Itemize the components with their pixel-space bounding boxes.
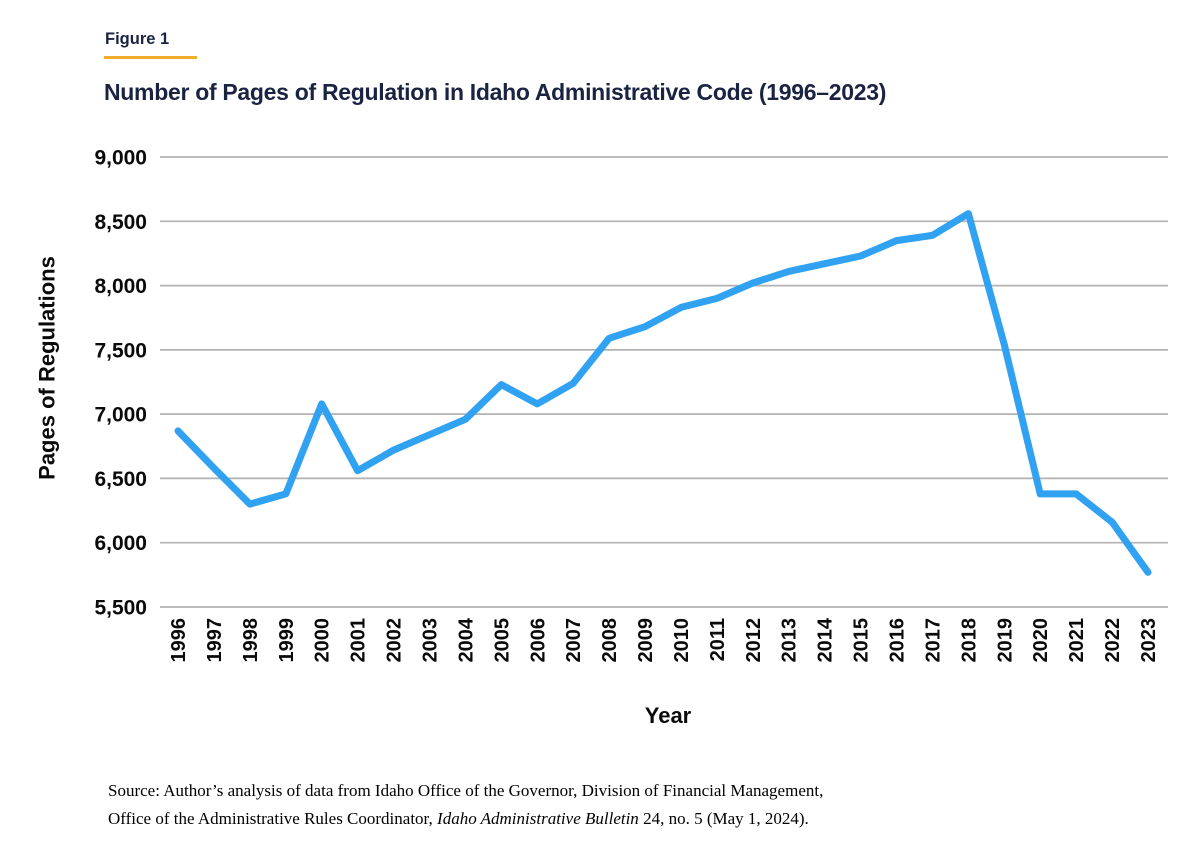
y-tick-label: 8,000 xyxy=(94,275,147,298)
x-tick-label: 2009 xyxy=(635,618,657,663)
figure-label-underline xyxy=(104,56,197,59)
y-tick-label: 5,500 xyxy=(94,597,147,620)
y-tick-label: 7,500 xyxy=(94,339,147,362)
x-tick-label: 2016 xyxy=(887,618,909,663)
line-chart: 5,500 6,000 6,500 7,000 7,500 8,000 8,500 9,000… xyxy=(35,147,1168,728)
x-tick-label: 2002 xyxy=(384,618,406,663)
x-tick-label: 2019 xyxy=(994,618,1016,663)
x-tick-label: 2003 xyxy=(420,618,442,663)
y-tick-label: 9,000 xyxy=(94,147,147,170)
y-axis-title: Pages of Regulations xyxy=(35,256,60,480)
y-tick-label: 8,500 xyxy=(94,211,147,234)
x-tick-label: 2018 xyxy=(958,618,980,663)
x-tick-label: 2013 xyxy=(779,618,801,663)
chart-line xyxy=(174,210,1152,576)
x-tick-label: 2017 xyxy=(922,618,944,663)
figure-label: Figure 1 xyxy=(105,30,170,48)
x-tick-label: 1996 xyxy=(168,618,190,663)
chart-title: Number of Pages of Regulation in Idaho A… xyxy=(104,79,887,105)
x-tick-label: 2012 xyxy=(743,618,765,663)
x-tick-label: 2014 xyxy=(815,617,837,662)
x-tick-label: 2008 xyxy=(599,618,621,663)
x-tick-label: 1999 xyxy=(276,618,298,663)
x-tick-label: 2023 xyxy=(1138,618,1160,663)
x-tick-label: 1997 xyxy=(204,618,226,663)
x-tick-label: 2010 xyxy=(671,618,693,663)
x-tick-label: 2011 xyxy=(707,618,729,661)
x-tick-label: 2006 xyxy=(527,618,549,663)
source-line-2: Office of the Administrative Rules Coord… xyxy=(108,809,809,828)
y-tick-label: 6,500 xyxy=(94,468,147,491)
y-tick-label: 7,000 xyxy=(94,404,147,427)
x-tick-label: 2001 xyxy=(348,618,370,663)
x-tick-label: 1998 xyxy=(240,618,262,663)
y-tick-label: 6,000 xyxy=(94,532,147,555)
x-tick-label: 2020 xyxy=(1030,618,1052,663)
x-tick-label: 2022 xyxy=(1102,618,1124,663)
x-tick-label: 2005 xyxy=(491,618,513,663)
x-tick-label: 2004 xyxy=(455,617,477,662)
x-tick-label: 2015 xyxy=(851,618,873,663)
x-tick-label: 2007 xyxy=(563,618,585,663)
source-citation-italic: Idaho Administrative Bulletin xyxy=(437,809,639,828)
source-line-1: Source: Author’s analysis of data from I… xyxy=(108,781,824,800)
source-note: Source: Author’s analysis of data from I… xyxy=(108,777,868,833)
x-tick-label: 2000 xyxy=(312,618,334,663)
x-axis-title: Year xyxy=(645,703,692,728)
x-tick-label: 2021 xyxy=(1066,618,1088,663)
